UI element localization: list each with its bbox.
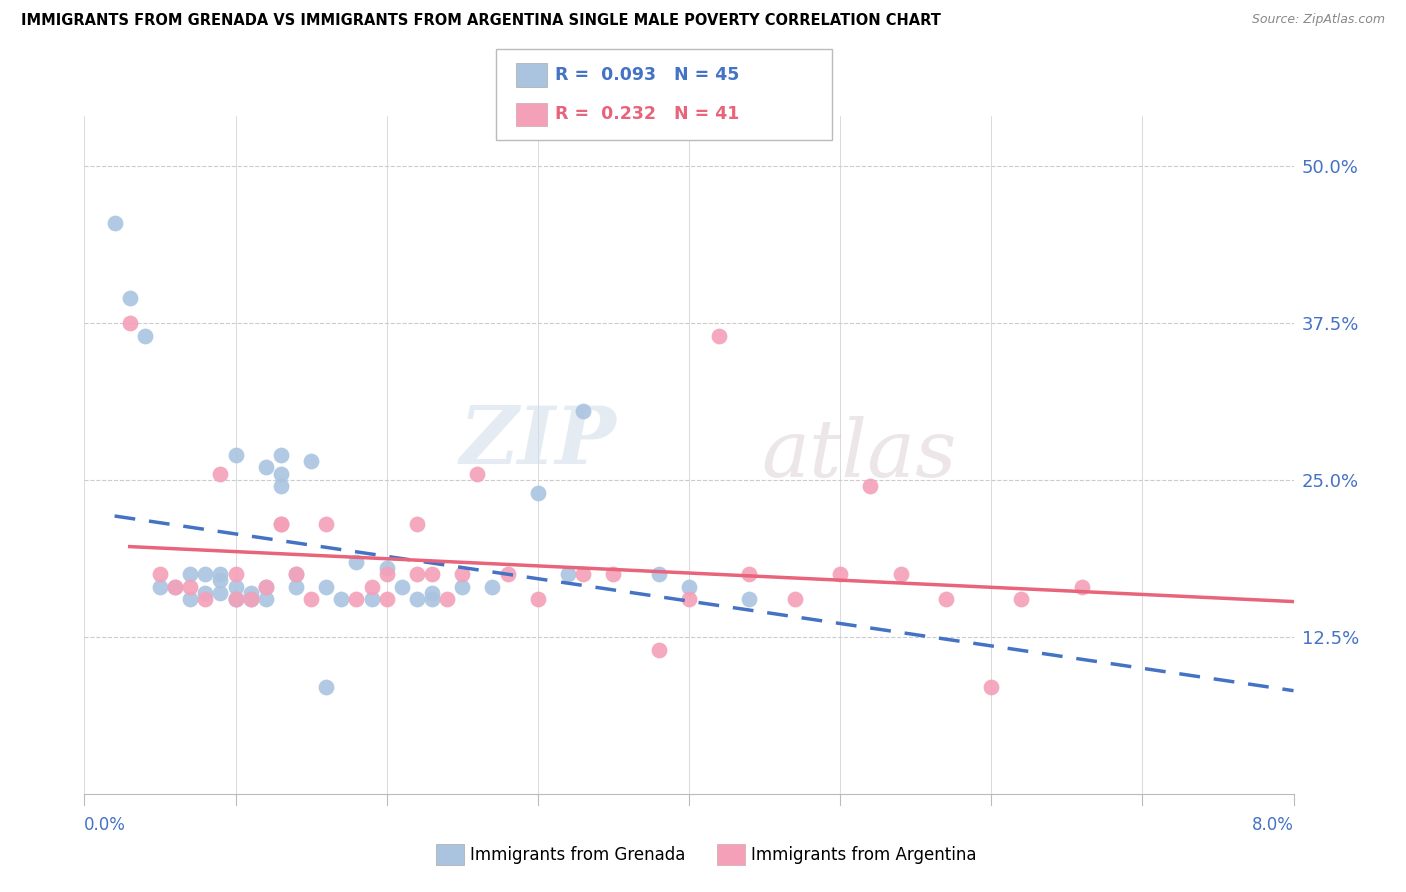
Point — [299, 454, 322, 468]
Point — [194, 592, 217, 607]
Point — [194, 567, 217, 582]
Point — [527, 485, 550, 500]
Point — [406, 592, 429, 607]
Point — [420, 586, 443, 600]
Point — [225, 592, 247, 607]
Point — [375, 567, 398, 582]
Point — [1071, 580, 1094, 594]
Point — [118, 316, 141, 330]
Point — [209, 586, 232, 600]
Point — [225, 448, 247, 462]
Point — [935, 592, 957, 607]
Point — [254, 592, 277, 607]
Point — [315, 516, 337, 531]
Point — [194, 586, 217, 600]
Point — [360, 580, 382, 594]
Point — [209, 574, 232, 588]
Point — [285, 580, 308, 594]
Point — [738, 592, 761, 607]
Point — [980, 680, 1002, 694]
Point — [270, 479, 292, 493]
Text: Source: ZipAtlas.com: Source: ZipAtlas.com — [1251, 13, 1385, 27]
Text: 0.0%: 0.0% — [84, 816, 127, 834]
Point — [1011, 592, 1033, 607]
Point — [406, 516, 429, 531]
Point — [225, 592, 247, 607]
Point — [375, 561, 398, 575]
Point — [179, 592, 201, 607]
Point — [225, 580, 247, 594]
Point — [436, 592, 458, 607]
Point — [270, 516, 292, 531]
Text: R =  0.232   N = 41: R = 0.232 N = 41 — [555, 105, 740, 123]
Point — [467, 467, 489, 481]
Point — [179, 567, 201, 582]
Point — [375, 592, 398, 607]
Point — [239, 592, 262, 607]
Point — [420, 567, 443, 582]
Point — [179, 580, 201, 594]
Point — [270, 516, 292, 531]
Point — [557, 567, 579, 582]
Point — [890, 567, 912, 582]
Point — [451, 580, 474, 594]
Point — [648, 567, 671, 582]
Point — [270, 448, 292, 462]
Point — [209, 467, 232, 481]
Point — [451, 567, 474, 582]
Point — [209, 567, 232, 582]
Text: 8.0%: 8.0% — [1251, 816, 1294, 834]
Point — [299, 592, 322, 607]
Point — [225, 567, 247, 582]
Point — [270, 467, 292, 481]
Point — [285, 567, 308, 582]
Text: Immigrants from Grenada: Immigrants from Grenada — [470, 846, 685, 863]
Point — [496, 567, 519, 582]
Point — [360, 592, 382, 607]
Point — [118, 291, 141, 305]
Point — [149, 567, 172, 582]
Point — [239, 592, 262, 607]
Point — [572, 567, 595, 582]
Point — [254, 580, 277, 594]
Point — [165, 580, 187, 594]
Point — [830, 567, 852, 582]
Text: IMMIGRANTS FROM GRENADA VS IMMIGRANTS FROM ARGENTINA SINGLE MALE POVERTY CORRELA: IMMIGRANTS FROM GRENADA VS IMMIGRANTS FR… — [21, 13, 941, 29]
Point — [602, 567, 624, 582]
Point — [527, 592, 550, 607]
Point — [648, 642, 671, 657]
Point — [346, 592, 368, 607]
Point — [572, 404, 595, 418]
Point — [420, 592, 443, 607]
Point — [315, 580, 337, 594]
Point — [481, 580, 503, 594]
Point — [239, 586, 262, 600]
Point — [165, 580, 187, 594]
Text: ZIP: ZIP — [460, 402, 616, 480]
Text: R =  0.093   N = 45: R = 0.093 N = 45 — [555, 66, 740, 84]
Point — [859, 479, 882, 493]
Point — [315, 680, 337, 694]
Point — [738, 567, 761, 582]
Point — [254, 460, 277, 475]
Text: Immigrants from Argentina: Immigrants from Argentina — [751, 846, 976, 863]
Point — [225, 592, 247, 607]
Point — [104, 216, 127, 230]
Point — [391, 580, 413, 594]
Point — [149, 580, 172, 594]
Point — [346, 555, 368, 569]
Point — [134, 328, 156, 343]
Point — [709, 328, 731, 343]
Point — [285, 567, 308, 582]
Point — [330, 592, 353, 607]
Point — [678, 580, 700, 594]
Point — [783, 592, 806, 607]
Text: atlas: atlas — [762, 417, 957, 493]
Point — [406, 567, 429, 582]
Point — [254, 580, 277, 594]
Point — [678, 592, 700, 607]
